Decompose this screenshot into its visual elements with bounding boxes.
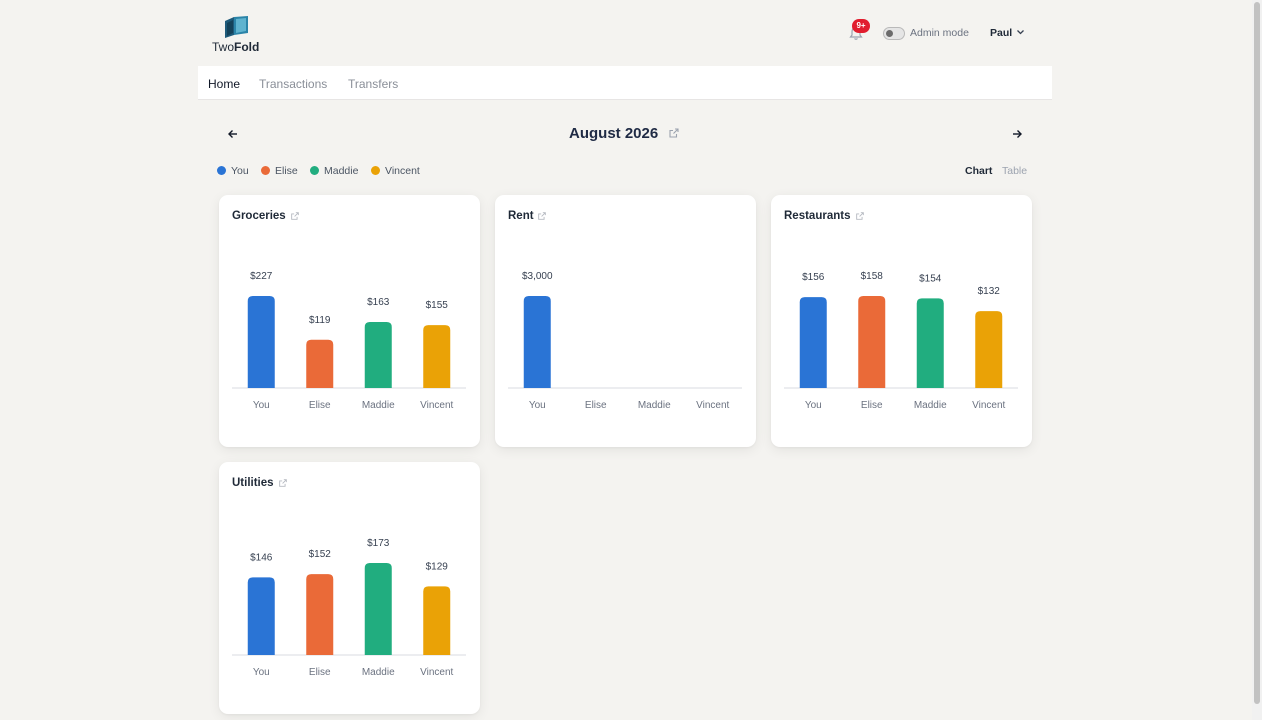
x-axis-label: Vincent [972, 400, 1005, 411]
external-link-icon[interactable] [278, 478, 288, 488]
bar-value-label: $152 [309, 549, 332, 560]
admin-mode-label: Admin mode [910, 27, 969, 39]
bar-value-label: $146 [250, 552, 273, 563]
x-axis-label: Maddie [362, 400, 395, 411]
category-card-utilities: Utilities $146 You $152 Elise $173 Maddie $129… [219, 462, 480, 714]
x-axis-label: Maddie [638, 400, 671, 411]
bar-you[interactable] [247, 296, 275, 388]
x-axis-label: You [805, 400, 822, 411]
notification-count-badge: 9+ [852, 19, 870, 33]
logo-icon [225, 16, 248, 38]
brand-name: TwoFold [212, 40, 260, 54]
legend-label-vincent: Vincent [385, 165, 420, 177]
bar-elise[interactable] [306, 574, 334, 655]
user-menu[interactable]: Paul [990, 27, 1013, 39]
previous-month-arrow-icon[interactable] [226, 127, 240, 141]
legend-dot-vincent [371, 166, 380, 175]
toggle-knob [886, 30, 893, 37]
legend-dot-elise [261, 166, 270, 175]
bar-maddie[interactable] [364, 563, 392, 655]
legend-label-maddie: Maddie [324, 165, 359, 177]
external-link-icon[interactable] [668, 127, 680, 139]
bar-vincent[interactable] [423, 586, 451, 655]
brand-logo[interactable]: TwoFold [212, 15, 272, 55]
bar-maddie[interactable] [916, 298, 944, 388]
x-axis-label: Elise [861, 400, 883, 411]
card-title[interactable]: Groceries [232, 210, 286, 222]
tab-transactions[interactable]: Transactions [259, 77, 328, 91]
bar-value-label: $3,000 [522, 271, 553, 282]
page-scrollbar-thumb[interactable] [1254, 2, 1260, 704]
view-chart-button[interactable]: Chart [965, 165, 993, 177]
external-link-icon[interactable] [537, 211, 547, 221]
bar-chart: $156 You $158 Elise $154 Maddie $132 Vincent [784, 271, 1018, 411]
x-axis-label: Elise [309, 667, 331, 678]
card-title[interactable]: Rent [508, 210, 534, 222]
x-axis-label: You [253, 667, 270, 678]
tab-home[interactable]: Home [208, 77, 241, 91]
view-table-button[interactable]: Table [1002, 165, 1028, 177]
card-title[interactable]: Restaurants [784, 210, 851, 222]
bar-value-label: $154 [919, 273, 942, 284]
legend-label-you: You [231, 165, 249, 177]
x-axis-label: Elise [309, 400, 331, 411]
bar-value-label: $173 [367, 538, 390, 549]
chevron-down-icon[interactable] [1016, 29, 1025, 36]
x-axis-label: You [253, 400, 270, 411]
bar-value-label: $119 [309, 315, 331, 326]
bar-chart: $227 You $119 Elise $163 Maddie $155 Vincent [232, 271, 466, 411]
x-axis-label: You [529, 400, 546, 411]
legend-dot-you [217, 166, 226, 175]
current-month-title: August 2026 [569, 125, 659, 142]
bar-you[interactable] [247, 577, 275, 655]
x-axis-label: Vincent [420, 400, 453, 411]
bar-value-label: $163 [367, 297, 390, 308]
x-axis-label: Maddie [914, 400, 947, 411]
category-card-restaurants: Restaurants $156 You $158 Elise $154 Maddie $1… [771, 195, 1032, 447]
x-axis-label: Vincent [696, 400, 729, 411]
bar-elise[interactable] [306, 339, 334, 388]
bar-chart: $146 You $152 Elise $173 Maddie $129 Vincent [232, 538, 466, 678]
category-card-groceries: Groceries $227 You $119 Elise $163 Maddie $155… [219, 195, 480, 447]
legend-label-elise: Elise [275, 165, 298, 177]
bar-value-label: $227 [250, 271, 273, 282]
bar-chart: $3,000 You Elise Maddie Vincent [508, 271, 742, 411]
bar-value-label: $129 [426, 561, 449, 572]
bar-maddie[interactable] [364, 321, 392, 388]
bar-you[interactable] [523, 296, 551, 388]
external-link-icon[interactable] [855, 211, 865, 221]
tab-transfers[interactable]: Transfers [348, 77, 399, 91]
category-card-rent: Rent $3,000 You Elise Maddie Vincent [495, 195, 756, 447]
main-nav: Home Transactions Transfers [198, 66, 1052, 100]
external-link-icon[interactable] [290, 211, 300, 221]
bar-value-label: $158 [861, 271, 884, 282]
bar-elise[interactable] [858, 296, 886, 388]
x-axis-label: Maddie [362, 667, 395, 678]
next-month-arrow-icon[interactable] [1010, 127, 1024, 141]
admin-mode-toggle[interactable] [883, 27, 905, 40]
bar-vincent[interactable] [423, 325, 451, 388]
bar-value-label: $155 [426, 300, 449, 311]
bar-value-label: $156 [802, 272, 825, 283]
bar-you[interactable] [799, 297, 827, 388]
legend-dot-maddie [310, 166, 319, 175]
x-axis-label: Vincent [420, 667, 453, 678]
bar-vincent[interactable] [975, 311, 1003, 388]
bar-value-label: $132 [978, 286, 1001, 297]
card-title[interactable]: Utilities [232, 477, 274, 489]
x-axis-label: Elise [585, 400, 607, 411]
